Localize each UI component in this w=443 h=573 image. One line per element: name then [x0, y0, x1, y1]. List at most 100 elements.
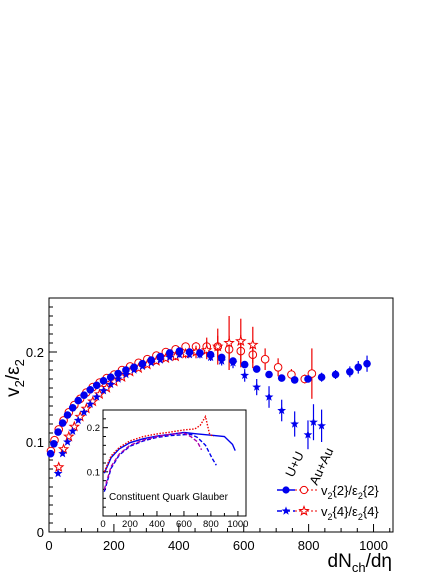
inset-frame [102, 409, 247, 517]
data-point [53, 461, 65, 473]
data-point [122, 366, 130, 374]
data-point [240, 370, 250, 380]
inset-x-tick-label: 400 [149, 519, 165, 530]
data-point [57, 443, 70, 455]
data-point [80, 402, 93, 414]
data-point [85, 399, 95, 408]
data-point [260, 354, 270, 364]
data-point [58, 419, 67, 427]
data-point [273, 363, 283, 372]
data-point [217, 353, 226, 362]
data-point [106, 373, 115, 382]
inset-x-tick-label: 200 [122, 519, 138, 530]
x-tick-label: 0 [45, 538, 52, 553]
data-point [252, 365, 261, 373]
legend-marker-open-circle [299, 485, 309, 495]
y-tick-labels: 0 0.1 0.2 [26, 345, 44, 540]
legend-marker-filled-star [281, 506, 291, 515]
data-point [73, 415, 83, 425]
data-point [252, 382, 262, 391]
data-point [264, 392, 274, 401]
x-tick-label: 800 [298, 538, 320, 553]
data-point [196, 349, 204, 357]
system-label-auau: Au+Au [306, 445, 336, 487]
data-point [363, 359, 371, 368]
data-point [46, 449, 55, 458]
data-point [63, 430, 75, 442]
data-point [53, 468, 63, 478]
data-point [240, 360, 249, 369]
data-point [331, 370, 340, 379]
data-point [121, 369, 131, 379]
data-point [265, 370, 273, 379]
data-point [212, 340, 224, 352]
data-point [99, 377, 108, 385]
legend-entry-v2-4: v2{4}/ε2{4} [277, 504, 379, 522]
data-point [229, 357, 237, 365]
data-point [304, 375, 312, 383]
data-point [58, 449, 67, 458]
data-point [185, 348, 194, 356]
legend-marker-filled-circle [282, 486, 290, 494]
inset-y-tick-labels: 0.1 0.2 [87, 423, 100, 478]
data-point [165, 352, 175, 362]
inset-y-tick-label: 0.1 [87, 467, 100, 478]
inset-x-tick-labels: 0 200 400 600 800 1000 [100, 519, 248, 530]
main-data-points [46, 316, 371, 478]
data-point [99, 386, 108, 395]
data-point [80, 391, 88, 400]
legend: v2{2}/ε2{2} v2{4}/ε2{4} [277, 483, 379, 522]
inset-label: Constituent Quark Glauber [109, 492, 229, 503]
inset-curve-uu [103, 431, 236, 474]
data-point [114, 369, 122, 378]
x-tick-label: 400 [168, 538, 190, 553]
inset-y-tick-label: 0.2 [87, 423, 100, 434]
data-point [68, 426, 78, 435]
series-uu-filled-circle [46, 347, 371, 458]
data-point [147, 356, 156, 364]
data-point [156, 352, 165, 361]
data-point [206, 350, 215, 359]
inset-curve-auau [103, 432, 203, 490]
x-tick-label: 600 [233, 538, 255, 553]
x-tick-label: 200 [103, 538, 125, 553]
data-point [113, 374, 123, 383]
data-point [247, 338, 259, 350]
data-point [317, 421, 326, 430]
data-point [79, 407, 89, 416]
data-point [200, 344, 213, 356]
inset-axis-ticks [102, 409, 239, 517]
data-point [63, 411, 72, 419]
data-point [175, 347, 184, 355]
inset-x-tick-label: 600 [176, 519, 192, 530]
data-point [68, 404, 77, 412]
data-point [290, 419, 299, 428]
data-point [277, 374, 286, 382]
data-point [277, 405, 287, 415]
x-tick-labels: 0 200 400 600 800 1000 [45, 538, 388, 553]
y-tick-label: 0.2 [26, 345, 44, 360]
data-point [303, 430, 313, 439]
data-point [346, 368, 354, 376]
y-axis-label: v2/ε2 [3, 359, 27, 397]
data-point [138, 359, 147, 368]
data-point [92, 381, 101, 390]
data-point [68, 420, 81, 432]
data-point [86, 386, 95, 394]
data-point [235, 335, 247, 347]
y-tick-label: 0.1 [26, 435, 44, 450]
data-point [74, 410, 86, 422]
inset-x-tick-label: 1000 [227, 519, 248, 530]
data-point [309, 417, 318, 426]
legend-label-v2-2: v2{2}/ε2{2} [321, 483, 379, 501]
inset-curve-auau [103, 414, 214, 473]
data-point [354, 363, 363, 372]
y-tick-label: 0 [37, 525, 44, 540]
x-axis-label: dNch/dη [328, 551, 392, 573]
x-tick-label: 1000 [359, 538, 388, 553]
data-point [106, 379, 115, 389]
legend-marker-open-star [298, 504, 310, 516]
data-point [50, 440, 58, 448]
main-axis-ticks [48, 297, 391, 533]
